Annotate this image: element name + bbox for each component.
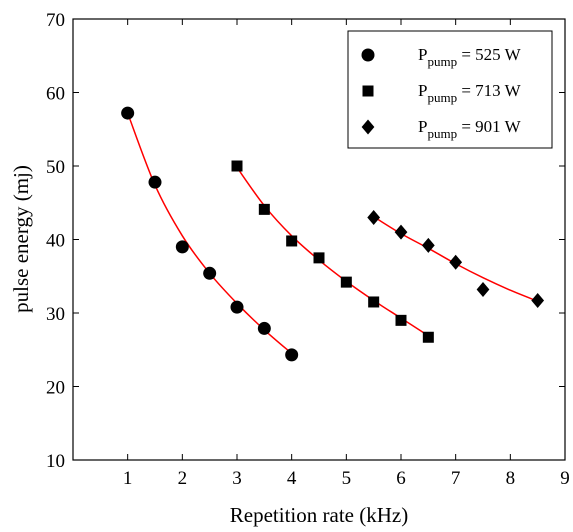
data-point-circle bbox=[285, 348, 299, 362]
data-point-square bbox=[286, 235, 298, 247]
data-point-circle bbox=[148, 175, 162, 189]
y-tick-label: 60 bbox=[46, 84, 65, 105]
x-tick-label: 1 bbox=[123, 468, 133, 489]
y-tick-label: 50 bbox=[46, 157, 65, 178]
y-tick-label: 70 bbox=[46, 10, 65, 31]
data-point-square bbox=[258, 203, 270, 215]
y-tick-label: 30 bbox=[46, 304, 65, 325]
data-point-diamond bbox=[476, 281, 490, 297]
data-point-diamond bbox=[421, 237, 435, 253]
legend-marker-square bbox=[362, 85, 374, 97]
legend-marker-circle bbox=[361, 48, 375, 62]
data-point-circle bbox=[121, 106, 135, 120]
legend-box bbox=[347, 30, 553, 149]
data-point-square bbox=[231, 160, 243, 172]
data-points bbox=[121, 106, 545, 362]
x-tick-label: 2 bbox=[178, 468, 188, 489]
data-point-diamond bbox=[449, 254, 463, 270]
data-point-square bbox=[340, 276, 352, 288]
y-tick-label: 20 bbox=[46, 378, 65, 399]
legend: Ppump = 525 W Ppump = 713 W Ppump = 901 W bbox=[347, 30, 553, 149]
x-tick-label: 9 bbox=[560, 468, 570, 489]
legend-label: Ppump = 901 W bbox=[418, 117, 522, 141]
x-tick-label: 8 bbox=[506, 468, 516, 489]
data-point-circle bbox=[257, 321, 271, 335]
data-point-diamond bbox=[531, 293, 545, 309]
axis-tick-labels: 1 2 3 4 5 6 7 8 9 10 20 30 40 50 60 70 bbox=[46, 10, 570, 489]
legend-label: Ppump = 525 W bbox=[418, 45, 522, 69]
y-tick-label: 10 bbox=[46, 451, 65, 472]
legend-label: Ppump = 713 W bbox=[418, 81, 522, 105]
x-tick-label: 7 bbox=[451, 468, 461, 489]
data-point-square bbox=[422, 331, 434, 343]
legend-marker-diamond bbox=[361, 119, 375, 135]
data-point-circle bbox=[230, 300, 244, 314]
y-axis-title: pulse energy (mj) bbox=[9, 165, 33, 313]
x-tick-label: 3 bbox=[232, 468, 242, 489]
data-point-diamond bbox=[367, 209, 381, 225]
data-point-square bbox=[395, 314, 407, 326]
data-point-circle bbox=[203, 266, 217, 280]
x-axis-title: Repetition rate (kHz) bbox=[230, 503, 408, 527]
x-tick-label: 5 bbox=[342, 468, 352, 489]
x-tick-label: 6 bbox=[396, 468, 406, 489]
y-tick-label: 40 bbox=[46, 231, 65, 252]
data-point-diamond bbox=[394, 224, 408, 240]
axis-ticks bbox=[73, 18, 566, 461]
x-tick-label: 4 bbox=[287, 468, 297, 489]
data-point-square bbox=[313, 252, 325, 264]
data-point-square bbox=[368, 296, 380, 308]
data-point-circle bbox=[175, 240, 189, 254]
